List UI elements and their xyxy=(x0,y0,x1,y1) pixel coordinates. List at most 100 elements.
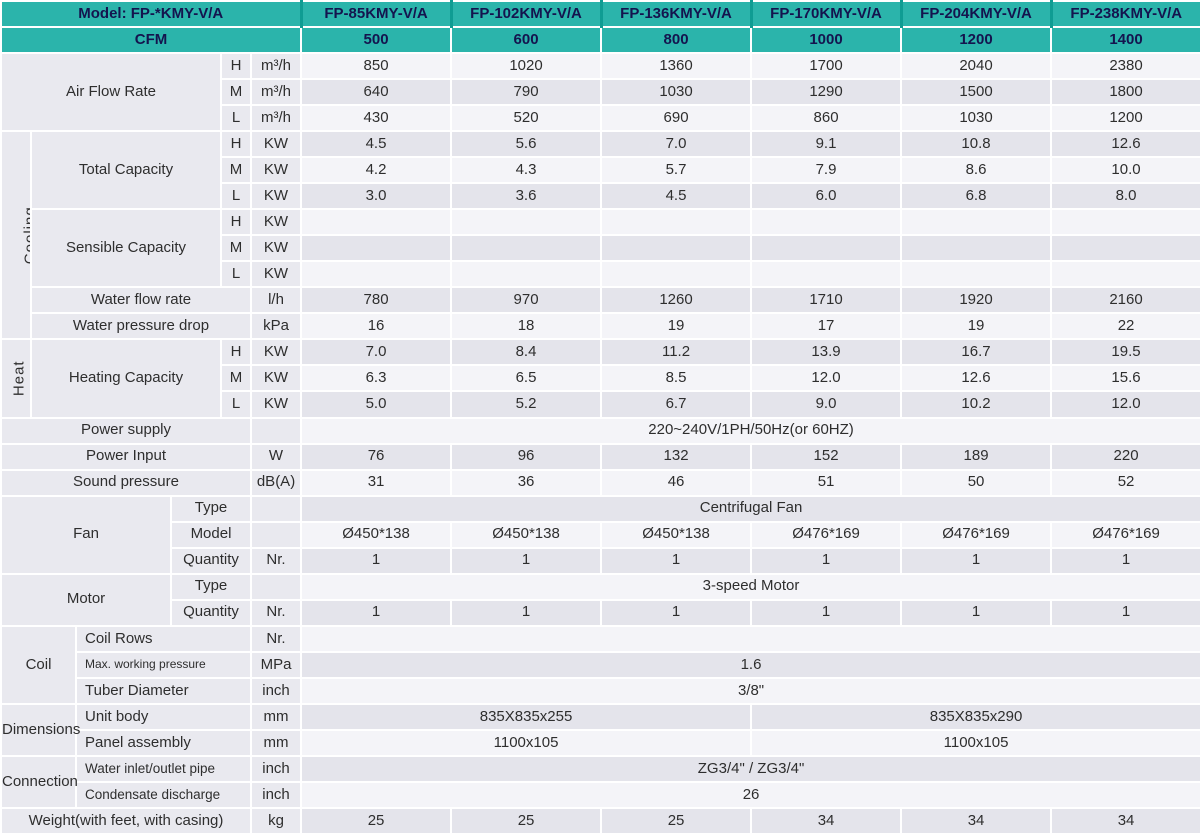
unit-label: KW xyxy=(249,130,303,159)
power-supply-label: Power supply xyxy=(0,416,252,445)
airflow-label: Air Flow Rate xyxy=(0,52,222,133)
speed-label: H xyxy=(220,52,252,81)
unit-label: KW xyxy=(249,182,303,211)
value-cell: 8.5 xyxy=(600,364,753,393)
tube-diameter-value: 3/8" xyxy=(300,676,1200,705)
cooling-section-label: Cooling xyxy=(0,130,32,341)
cfm-value: 600 xyxy=(450,26,603,55)
empty-value-cell xyxy=(1050,234,1200,263)
unit-label: mm xyxy=(249,728,303,757)
value-cell: 5.7 xyxy=(600,156,753,185)
value-cell: 1260 xyxy=(600,286,753,315)
value-cell: 46 xyxy=(600,468,753,497)
unit-body-row: Dimensions Unit body mm 835X835x255 835X… xyxy=(0,702,1200,757)
empty-value-cell xyxy=(750,234,903,263)
heat-section-label-text: Heat xyxy=(10,360,28,397)
value-cell: 31 xyxy=(300,468,453,497)
value-cell: 6.8 xyxy=(900,182,1053,211)
model-header-label: Model: FP-*KMY-V/A xyxy=(0,0,303,29)
value-cell: 4.2 xyxy=(300,156,453,185)
empty-value-cell xyxy=(900,234,1053,263)
panel-assembly-label: Panel assembly xyxy=(75,728,252,757)
value-cell: 51 xyxy=(750,468,903,497)
value-cell: 36 xyxy=(450,468,603,497)
empty-value-cell xyxy=(900,260,1053,289)
cfm-value: 500 xyxy=(300,26,453,55)
heating-l-row: L KW 5.0 5.2 6.7 9.0 10.2 12.0 xyxy=(1,390,1200,419)
value-cell: 6.3 xyxy=(300,364,453,393)
value-cell: Ø476*169 xyxy=(900,520,1053,549)
unit-body-label: Unit body xyxy=(75,702,252,731)
value-cell: 1020 xyxy=(450,52,603,81)
value-cell: 52 xyxy=(1050,468,1200,497)
unit-label: Nr. xyxy=(249,624,303,653)
cooling-sensible-h-row: Sensible Capacity H KW xyxy=(1,208,1200,289)
value-cell: 850 xyxy=(300,52,453,81)
condensate-value: 26 xyxy=(300,780,1200,809)
value-cell: 1920 xyxy=(900,286,1053,315)
inlet-pipe-label: Water inlet/outlet pipe xyxy=(75,754,252,783)
speed-label: H xyxy=(220,130,252,159)
speed-label: L xyxy=(220,182,252,211)
unit-label: Nr. xyxy=(249,598,303,627)
value-cell: 25 xyxy=(600,806,753,835)
heating-m-row: M KW 6.3 6.5 8.5 12.0 12.6 15.6 xyxy=(1,364,1200,393)
cfm-header-row: CFM 500 600 800 1000 1200 1400 xyxy=(0,26,1200,55)
model-header-row: Model: FP-*KMY-V/A FP-85KMY-V/A FP-102KM… xyxy=(0,0,1200,29)
coil-rows-row: Coil Coil Rows Nr. xyxy=(0,624,1200,705)
empty-value-cell xyxy=(300,624,1200,653)
empty-value-cell xyxy=(300,208,453,237)
fan-model-row: Model Ø450*138 Ø450*138 Ø450*138 Ø476*16… xyxy=(1,520,1200,549)
value-cell: 4.5 xyxy=(600,182,753,211)
cooling-sensible-l-row: L KW xyxy=(1,260,1200,289)
model-column-header: FP-102KMY-V/A xyxy=(449,0,603,29)
unit-label-empty xyxy=(249,572,303,601)
model-column-header: FP-85KMY-V/A xyxy=(299,0,453,29)
value-cell: 640 xyxy=(300,78,453,107)
value-cell: 9.0 xyxy=(750,390,903,419)
value-cell: 1 xyxy=(750,546,903,575)
model-column-header: FP-170KMY-V/A xyxy=(749,0,903,29)
speed-label: M xyxy=(220,78,252,107)
coil-tube-diameter-row: Tuber Diameter inch 3/8" xyxy=(1,676,1200,705)
unit-label: m³/h xyxy=(249,78,303,107)
value-cell: Ø450*138 xyxy=(300,520,453,549)
value-cell: 6.5 xyxy=(450,364,603,393)
unit-label: m³/h xyxy=(249,104,303,133)
motor-type-row: Motor Type 3-speed Motor xyxy=(0,572,1200,627)
unit-label: KW xyxy=(249,234,303,263)
value-cell: 1 xyxy=(300,598,453,627)
heating-capacity-label: Heating Capacity xyxy=(30,338,222,419)
value-cell: 76 xyxy=(300,442,453,471)
inlet-pipe-value: ZG3/4" / ZG3/4" xyxy=(300,754,1200,783)
value-cell: 1 xyxy=(900,546,1053,575)
coil-max-pressure-row: Max. working pressure MPa 1.6 xyxy=(1,650,1200,679)
value-cell: 860 xyxy=(750,104,903,133)
value-cell: 2040 xyxy=(900,52,1053,81)
value-cell: 132 xyxy=(600,442,753,471)
value-cell: 2380 xyxy=(1050,52,1200,81)
value-cell: 10.2 xyxy=(900,390,1053,419)
value-cell: 1 xyxy=(450,546,603,575)
value-cell: 18 xyxy=(450,312,603,341)
value-cell: Ø450*138 xyxy=(450,520,603,549)
value-cell: Ø450*138 xyxy=(600,520,753,549)
fan-quantity-label: Quantity xyxy=(170,546,252,575)
sound-pressure-row: Sound pressure dB(A) 31 36 46 51 50 52 xyxy=(0,468,1200,497)
value-cell: 11.2 xyxy=(600,338,753,367)
value-cell: 189 xyxy=(900,442,1053,471)
model-column-header: FP-204KMY-V/A xyxy=(899,0,1053,29)
value-cell: 3.0 xyxy=(300,182,453,211)
value-cell: 1 xyxy=(1050,546,1200,575)
value-cell: 8.0 xyxy=(1050,182,1200,211)
cfm-value: 1000 xyxy=(750,26,903,55)
value-cell: 7.0 xyxy=(600,130,753,159)
empty-value-cell xyxy=(600,208,753,237)
empty-value-cell xyxy=(750,260,903,289)
value-cell: Ø476*169 xyxy=(750,520,903,549)
airflow-h-row: Air Flow Rate H m³/h 850 1020 1360 1700 … xyxy=(0,52,1200,133)
unit-label-empty xyxy=(249,494,303,523)
value-cell: 1030 xyxy=(600,78,753,107)
empty-value-cell xyxy=(450,208,603,237)
unit-label: mm xyxy=(249,702,303,731)
